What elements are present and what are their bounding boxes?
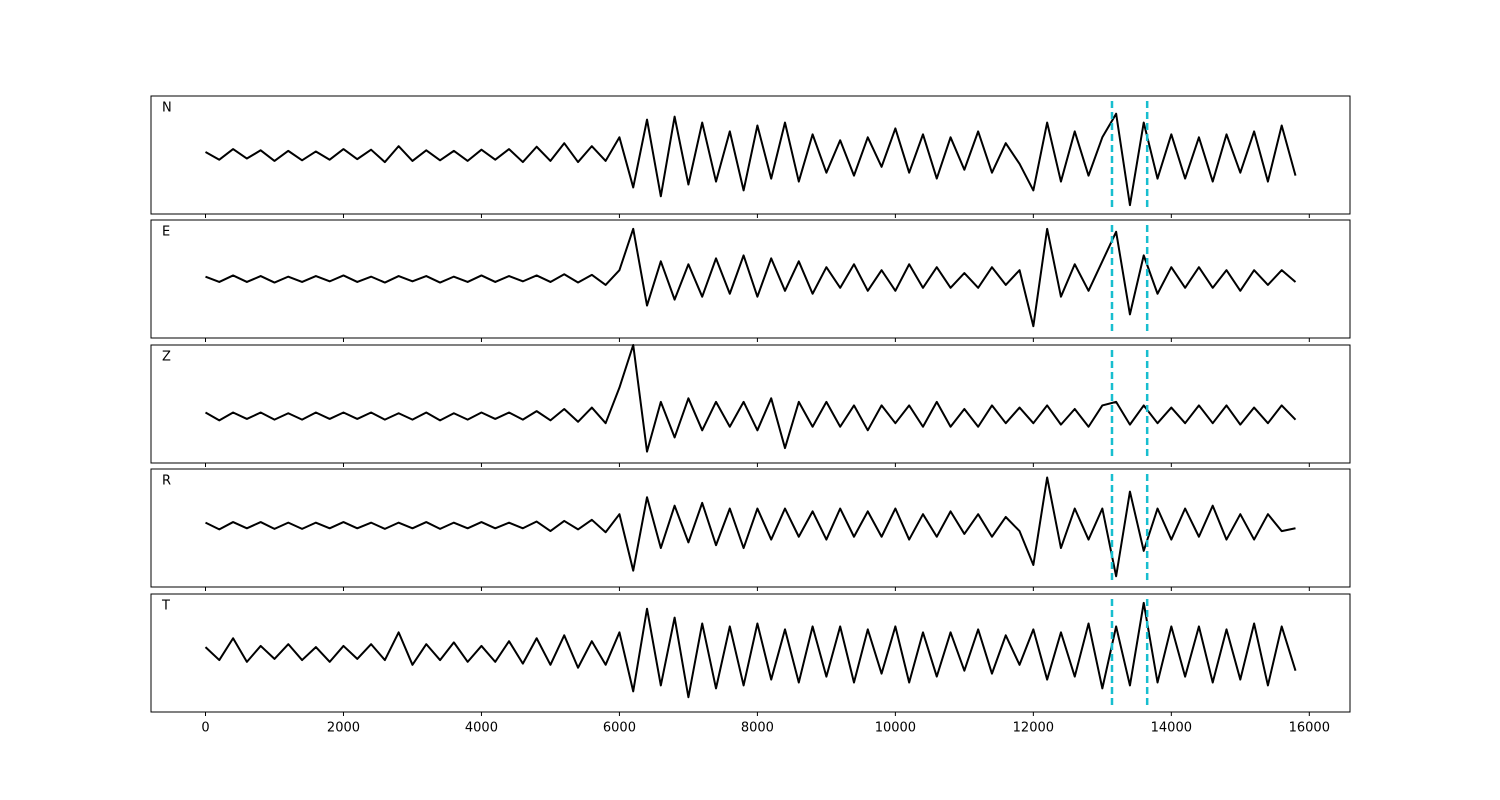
panel-frame — [150, 344, 1351, 464]
panel-label: N — [162, 101, 172, 116]
panel-label: Z — [162, 350, 171, 365]
x-tick-label: 12000 — [1013, 721, 1054, 736]
waveform — [205, 112, 1297, 207]
x-tick-label: 0 — [201, 721, 209, 736]
x-tick-label: 14000 — [1151, 721, 1192, 736]
x-tick-label: 6000 — [603, 721, 636, 736]
panel-frame — [150, 219, 1351, 339]
panel-frame — [150, 593, 1351, 713]
x-tick-label: 4000 — [465, 721, 498, 736]
panel-label: R — [162, 474, 171, 489]
panel-frame — [150, 95, 1351, 215]
waveform — [204, 601, 1297, 699]
waveform — [205, 476, 1296, 578]
waveform — [205, 227, 1297, 328]
x-tick-label: 8000 — [741, 721, 774, 736]
panel-label: T — [161, 599, 170, 614]
panel-frame — [150, 468, 1351, 588]
waveform — [205, 344, 1297, 453]
x-tick-label: 2000 — [327, 721, 360, 736]
x-tick-label: 10000 — [875, 721, 916, 736]
panel-label: E — [162, 225, 170, 240]
x-tick-label: 16000 — [1289, 721, 1330, 736]
